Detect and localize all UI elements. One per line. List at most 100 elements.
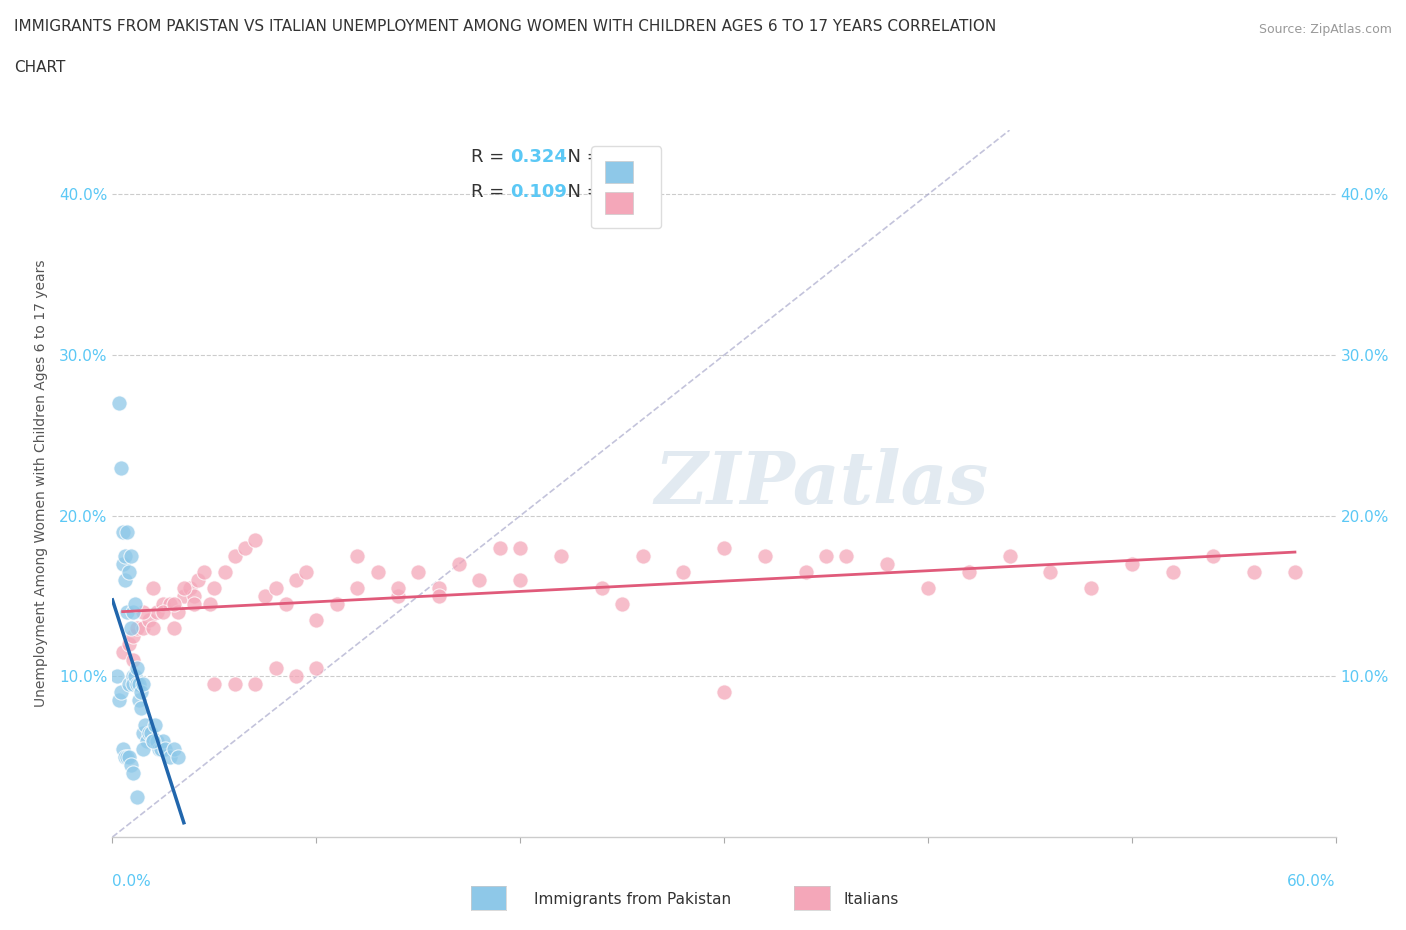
Text: 60.0%: 60.0% (1288, 874, 1336, 889)
Point (998, 549, 1021, 564)
Point (835, 549, 858, 564)
Point (427, 580, 450, 595)
Point (305, 613, 328, 628)
Text: ZIPatlas: ZIPatlas (655, 448, 988, 519)
Text: R =: R = (471, 183, 510, 202)
Point (120, 620, 142, 635)
Point (957, 565, 980, 579)
Text: 79: 79 (607, 183, 633, 202)
Point (132, 741, 155, 756)
Point (284, 573, 308, 588)
Point (136, 733, 159, 748)
Point (187, 573, 209, 588)
Point (1121, 556, 1143, 571)
Point (754, 549, 776, 564)
Point (118, 750, 141, 764)
Point (128, 677, 150, 692)
Text: R =: R = (471, 148, 510, 166)
Point (155, 741, 177, 756)
Point (274, 597, 297, 612)
Text: IMMIGRANTS FROM PAKISTAN VS ITALIAN UNEMPLOYMENT AMONG WOMEN WITH CHILDREN AGES : IMMIGRANTS FROM PAKISTAN VS ITALIAN UNEM… (14, 19, 997, 33)
Point (132, 604, 155, 619)
Point (142, 733, 165, 748)
Point (326, 597, 349, 612)
Point (114, 549, 136, 564)
Point (284, 669, 308, 684)
Point (107, 396, 129, 411)
Point (387, 589, 409, 604)
Point (110, 460, 132, 475)
Point (132, 725, 155, 740)
Point (610, 597, 633, 612)
Point (111, 525, 134, 539)
Point (387, 580, 409, 595)
Point (115, 750, 138, 764)
Point (129, 701, 152, 716)
Text: 0.109: 0.109 (510, 183, 567, 202)
Point (489, 540, 512, 555)
Text: 51: 51 (607, 148, 633, 166)
Point (224, 549, 246, 564)
Point (138, 613, 160, 628)
Point (163, 597, 186, 612)
Text: Italians: Italians (844, 892, 898, 907)
Point (114, 573, 136, 588)
Point (107, 693, 129, 708)
Point (159, 750, 181, 764)
Point (509, 573, 531, 588)
Point (631, 549, 654, 564)
Point (125, 661, 148, 676)
Point (118, 565, 141, 579)
Point (122, 677, 145, 692)
Point (346, 580, 368, 595)
Point (143, 717, 166, 732)
Point (166, 750, 188, 764)
Text: 0.324: 0.324 (510, 148, 567, 166)
Point (509, 540, 531, 555)
Point (124, 669, 146, 684)
Point (366, 565, 388, 579)
Point (120, 549, 142, 564)
Point (550, 549, 572, 564)
Point (132, 620, 155, 635)
Point (152, 597, 174, 612)
Point (346, 549, 368, 564)
Point (214, 565, 236, 579)
Point (118, 677, 141, 692)
Point (134, 717, 156, 732)
Point (183, 597, 205, 612)
Point (245, 532, 267, 547)
Point (876, 556, 898, 571)
Point (115, 604, 138, 619)
Point (200, 597, 222, 612)
Point (815, 549, 838, 564)
Point (224, 677, 246, 692)
Point (138, 725, 160, 740)
Point (111, 741, 134, 756)
Point (264, 661, 287, 676)
Point (1039, 565, 1062, 579)
Point (114, 750, 136, 764)
Point (115, 525, 138, 539)
Point (1243, 565, 1265, 579)
Point (917, 580, 939, 595)
Point (129, 685, 152, 700)
Point (447, 556, 470, 571)
Point (159, 597, 181, 612)
Point (125, 620, 148, 635)
Point (105, 669, 128, 684)
Point (146, 733, 169, 748)
Point (1202, 549, 1225, 564)
Point (173, 580, 195, 595)
Point (305, 661, 328, 676)
Point (183, 589, 205, 604)
Point (591, 580, 613, 595)
Text: N =: N = (557, 183, 607, 202)
Point (233, 540, 256, 555)
Point (468, 573, 491, 588)
Point (132, 677, 155, 692)
Point (111, 556, 134, 571)
Legend: , : , (591, 146, 661, 228)
Point (713, 685, 735, 700)
Point (125, 677, 148, 692)
